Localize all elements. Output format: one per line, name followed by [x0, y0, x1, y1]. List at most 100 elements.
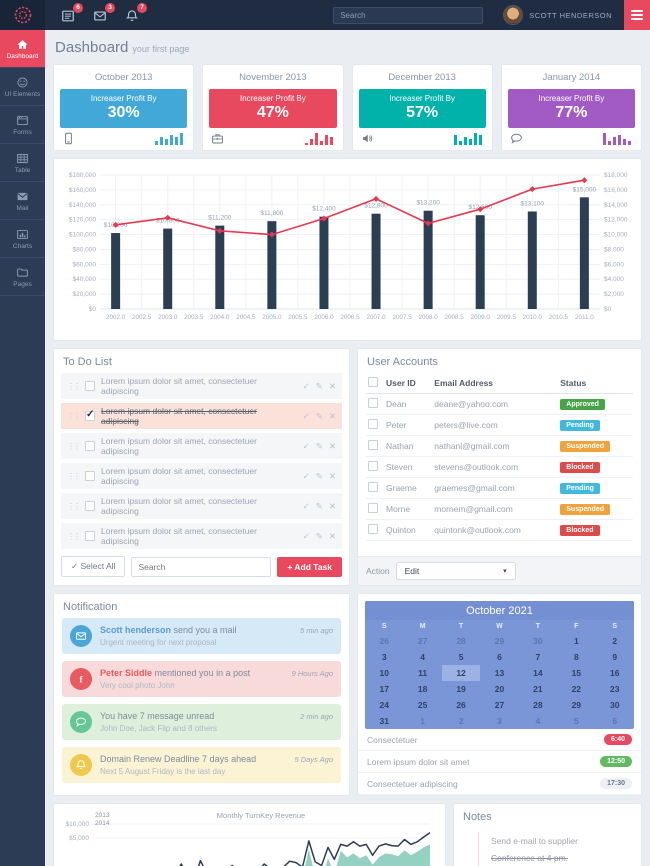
select-all-checkbox[interactable]: [368, 377, 378, 387]
app-logo[interactable]: [0, 0, 45, 30]
calendar-day[interactable]: 3: [497, 716, 502, 726]
notification-item-1[interactable]: Scott henderson send you a mail 5 min ago…: [62, 618, 341, 654]
calendar-day[interactable]: 3: [381, 652, 387, 662]
calendar-day[interactable]: 29: [571, 700, 582, 710]
notification-item-3[interactable]: You have 7 message unread 2 min ago John D…: [62, 704, 341, 740]
calendar-day[interactable]: 25: [417, 700, 428, 710]
todo-checkbox[interactable]: [85, 531, 95, 541]
calendar-day[interactable]: 21: [533, 684, 543, 694]
drag-handle-icon[interactable]: ⋮⋮: [67, 441, 81, 451]
calendar-day[interactable]: 9: [612, 652, 618, 662]
calendar-day[interactable]: 26: [379, 636, 389, 646]
calendar-day-selected[interactable]: 12: [441, 665, 481, 681]
calendar-day[interactable]: 26: [456, 700, 466, 710]
notification-item-4[interactable]: Domain Renew Deadline 7 days ahead 5 Days…: [62, 747, 341, 783]
calendar-day[interactable]: 2: [458, 716, 464, 726]
calendar-day[interactable]: 7: [535, 652, 541, 662]
calendar-day[interactable]: 22: [571, 684, 582, 694]
todo-checkbox[interactable]: [85, 471, 95, 481]
delete-icon[interactable]: ✕: [328, 380, 336, 391]
calendar-day[interactable]: 11: [418, 668, 428, 678]
navbar-search-input[interactable]: [333, 6, 484, 24]
notification-item-2[interactable]: f Peter Siddle mentioned you in a post 9 H…: [62, 661, 341, 697]
calendar-day[interactable]: 1: [420, 716, 425, 726]
edit-icon[interactable]: ✎: [315, 500, 323, 511]
complete-icon[interactable]: ✓: [302, 500, 310, 511]
bell-icon[interactable]: 7: [125, 3, 147, 24]
drag-handle-icon[interactable]: ⋮⋮: [67, 411, 81, 421]
drag-handle-icon[interactable]: ⋮⋮: [67, 531, 81, 541]
delete-icon[interactable]: ✕: [328, 410, 336, 421]
complete-icon[interactable]: ✓: [302, 440, 310, 451]
calendar-day[interactable]: 4: [535, 716, 541, 726]
calendar-day[interactable]: 19: [456, 684, 466, 694]
edit-icon[interactable]: ✎: [315, 410, 323, 421]
sidebar-item-forms[interactable]: Forms: [0, 106, 45, 144]
todo-checkbox[interactable]: [85, 381, 95, 391]
complete-icon[interactable]: ✓: [302, 530, 310, 541]
calendar-day[interactable]: 14: [533, 668, 543, 678]
calendar-day[interactable]: 18: [417, 684, 428, 694]
edit-icon[interactable]: ✎: [315, 380, 323, 391]
calendar-day[interactable]: 30: [533, 636, 543, 646]
drag-handle-icon[interactable]: ⋮⋮: [67, 471, 81, 481]
calendar-day[interactable]: 16: [610, 668, 620, 678]
calendar-day[interactable]: 31: [379, 716, 389, 726]
edit-icon[interactable]: ✎: [315, 440, 323, 451]
complete-icon[interactable]: ✓: [302, 380, 310, 391]
select-all-button[interactable]: ✓ Select All: [61, 556, 126, 577]
sidebar-item-table[interactable]: Table: [0, 144, 45, 182]
mail-icon[interactable]: 3: [93, 3, 115, 24]
calendar-day[interactable]: 28: [456, 636, 466, 646]
row-checkbox[interactable]: [368, 503, 378, 513]
todo-checkbox[interactable]: [85, 441, 95, 451]
action-select[interactable]: Edit ▾: [395, 562, 516, 580]
todo-checkbox[interactable]: [85, 409, 95, 421]
drag-handle-icon[interactable]: ⋮⋮: [67, 381, 81, 391]
calendar-day[interactable]: 13: [494, 668, 505, 678]
note-item-2[interactable]: Conference at 4 pm.: [491, 852, 569, 863]
edit-icon[interactable]: ✎: [315, 470, 323, 481]
row-checkbox[interactable]: [368, 482, 378, 492]
sidebar-item-dashboard[interactable]: Dashboard: [0, 30, 45, 68]
edit-icon[interactable]: ✎: [315, 530, 323, 541]
row-checkbox[interactable]: [368, 524, 378, 534]
add-task-button[interactable]: + Add Task: [277, 556, 342, 577]
sidebar-item-mail[interactable]: Mail: [0, 182, 45, 220]
calendar-day[interactable]: 1: [573, 636, 579, 646]
calendar-day[interactable]: 5: [573, 716, 579, 726]
calendar-day[interactable]: 4: [420, 652, 425, 662]
calendar-day[interactable]: 5: [458, 652, 464, 662]
calendar-day[interactable]: 20: [494, 684, 505, 694]
calendar-day[interactable]: 6: [612, 716, 618, 726]
sidebar-item-pages[interactable]: Pages: [0, 258, 45, 296]
calendar-day[interactable]: 2: [612, 636, 618, 646]
calendar-day[interactable]: 27: [494, 700, 505, 710]
calendar-day[interactable]: 28: [533, 700, 543, 710]
todo-checkbox[interactable]: [85, 501, 95, 511]
complete-icon[interactable]: ✓: [302, 470, 310, 481]
row-checkbox[interactable]: [368, 440, 378, 450]
complete-icon[interactable]: ✓: [302, 410, 310, 421]
row-checkbox[interactable]: [368, 419, 378, 429]
row-checkbox[interactable]: [368, 398, 378, 408]
calendar-day[interactable]: 10: [379, 668, 389, 678]
calendar-day[interactable]: 30: [610, 700, 620, 710]
tasks-list-icon[interactable]: 6: [61, 3, 83, 24]
delete-icon[interactable]: ✕: [328, 530, 336, 541]
sidebar-item-ui-elements[interactable]: UI Elements: [0, 68, 45, 106]
calendar-day[interactable]: 8: [573, 652, 579, 662]
calendar-day[interactable]: 15: [571, 668, 582, 678]
calendar-day[interactable]: 23: [610, 684, 620, 694]
hamburger-menu-button[interactable]: [624, 0, 650, 30]
calendar-day[interactable]: 29: [494, 636, 505, 646]
delete-icon[interactable]: ✕: [328, 440, 336, 451]
user-menu[interactable]: SCOTT HENDERSON: [503, 5, 612, 25]
calendar-day[interactable]: 6: [497, 652, 502, 662]
drag-handle-icon[interactable]: ⋮⋮: [67, 501, 81, 511]
row-checkbox[interactable]: [368, 461, 378, 471]
calendar-day[interactable]: 17: [379, 684, 389, 694]
delete-icon[interactable]: ✕: [328, 500, 336, 511]
calendar-day[interactable]: 27: [417, 636, 428, 646]
sidebar-item-charts[interactable]: Charts: [0, 220, 45, 258]
